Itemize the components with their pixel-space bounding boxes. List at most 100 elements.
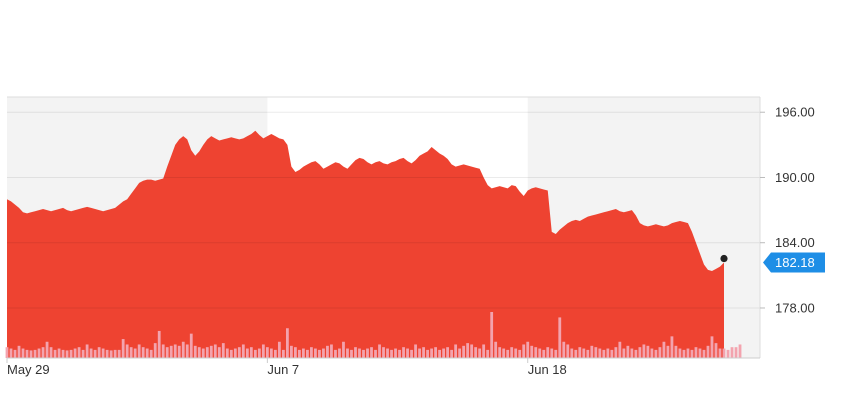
volume-bar <box>334 349 337 358</box>
volume-bar <box>117 349 121 358</box>
volume-bar <box>386 348 389 358</box>
volume-bar <box>257 348 261 358</box>
volume-bar <box>241 344 245 358</box>
volume-bar <box>366 348 369 358</box>
volume-bar <box>698 348 702 358</box>
volume-bar <box>498 347 502 358</box>
volume-bar <box>69 349 73 358</box>
volume-bar <box>326 345 329 358</box>
volume-bar <box>514 348 518 358</box>
volume-bar <box>350 349 353 358</box>
volume-bar <box>185 344 189 358</box>
volume-bar <box>738 344 742 358</box>
y-tick-label: 184.00 <box>775 235 815 250</box>
x-tick-label: May 29 <box>7 362 50 377</box>
volume-bar <box>9 348 13 358</box>
volume-bar <box>346 348 349 358</box>
volume-bar <box>330 344 333 358</box>
volume-bar <box>269 348 273 358</box>
volume-bar <box>290 345 293 358</box>
volume-bar <box>582 348 586 358</box>
volume-bar <box>450 349 454 358</box>
volume-bar <box>121 339 125 358</box>
grid-lines <box>7 111 760 309</box>
volume-bar <box>161 344 165 358</box>
volume-bar <box>430 348 433 358</box>
volume-bar <box>550 348 554 358</box>
volume-bar <box>702 349 706 358</box>
volume-bar <box>21 348 25 358</box>
y-axis: 196.00 190.00 184.00 178.00 <box>760 105 815 315</box>
volume-bar <box>370 347 373 358</box>
volume-bar <box>298 349 301 358</box>
price-series-area <box>7 130 724 358</box>
volume-bar <box>710 336 714 358</box>
volume-bar <box>97 347 101 358</box>
volume-bar <box>678 348 682 358</box>
volume-bar <box>658 347 662 358</box>
volume-bar <box>418 348 421 358</box>
volume-bar <box>650 348 654 358</box>
volume-bar <box>306 349 309 358</box>
volume-bar <box>594 347 598 358</box>
volume-bar <box>73 348 77 358</box>
volume-bar <box>17 345 21 358</box>
volume-bar <box>285 328 289 358</box>
volume-bar <box>201 348 205 358</box>
current-price-indicator: 182.18 <box>720 252 825 273</box>
volume-bar <box>506 349 510 358</box>
volume-bar <box>694 347 698 358</box>
volume-bar <box>181 341 185 358</box>
volume-bar <box>734 347 738 358</box>
volume-bar <box>338 348 341 358</box>
volume-bar <box>382 347 385 358</box>
volume-bar <box>265 347 269 358</box>
volume-bar <box>602 349 606 358</box>
price-area <box>7 130 724 358</box>
volume-bar <box>362 349 365 358</box>
volume-bar <box>402 347 405 358</box>
volume-bar <box>614 347 618 358</box>
volume-bar <box>570 348 574 358</box>
y-tick-label: 178.00 <box>775 300 815 315</box>
volume-bar <box>141 347 145 358</box>
volume-bar <box>41 347 45 358</box>
volume-bar <box>249 347 253 358</box>
volume-bar <box>670 336 674 358</box>
volume-bar <box>630 348 634 358</box>
volume-bar <box>470 344 474 358</box>
volume-bar <box>446 347 450 358</box>
volume-bar <box>253 349 257 358</box>
volume-bar <box>77 347 81 358</box>
volume-bar <box>225 348 229 358</box>
volume-bar <box>197 347 201 358</box>
volume-bar <box>546 347 550 358</box>
volume-bars <box>5 312 742 358</box>
volume-bar <box>61 349 65 358</box>
volume-bar <box>502 348 506 358</box>
volume-bar <box>538 348 542 358</box>
volume-bar <box>173 344 177 358</box>
volume-bar <box>606 348 610 358</box>
volume-bar <box>217 347 221 358</box>
volume-bar <box>394 348 397 358</box>
chart-frame <box>7 96 761 359</box>
volume-bar <box>237 347 241 358</box>
volume-bar <box>5 347 9 358</box>
volume-bar <box>205 347 209 358</box>
volume-bar <box>518 349 522 358</box>
volume-bar <box>145 348 149 358</box>
volume-bar <box>277 341 281 358</box>
volume-bar <box>622 348 626 358</box>
volume-bar <box>85 344 89 358</box>
volume-bar <box>454 344 458 358</box>
volume-bar <box>37 348 41 358</box>
volume-bar <box>314 348 317 358</box>
volume-bar <box>634 349 638 358</box>
volume-bar <box>221 343 225 358</box>
volume-bar <box>193 345 197 358</box>
volume-bar <box>686 348 690 358</box>
volume-bar <box>722 348 726 358</box>
volume-bar <box>233 348 237 358</box>
y-tick-label: 196.00 <box>775 105 815 120</box>
